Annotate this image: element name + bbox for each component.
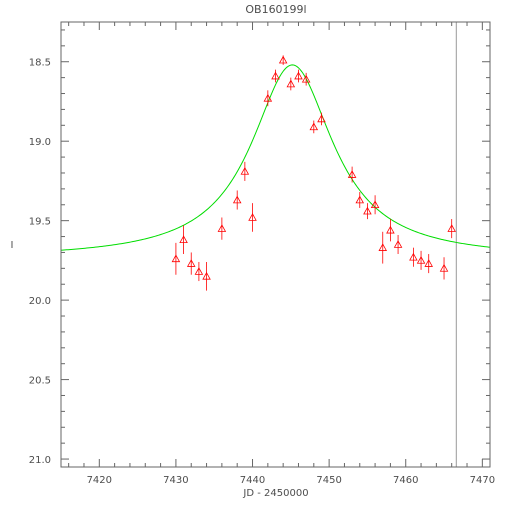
x-axis-title: JD - 2450000 [242,488,308,499]
triangle-marker [186,259,196,267]
data-point [317,112,326,126]
data-point [248,203,257,232]
triangle-marker [386,225,395,234]
triangle-marker [194,267,204,275]
triangle-marker [171,254,181,263]
data-point [378,231,388,264]
triangle-marker [378,243,388,251]
data-point [439,257,449,280]
y-tick-label: 20.0 [29,296,51,307]
triangle-marker [240,166,250,175]
data-point [202,261,211,291]
triangle-marker [347,170,357,178]
x-tick-label: 7470 [470,475,495,486]
data-point [278,55,288,65]
axis-ticks: 7420 7430 7440 7450 7460 7470 18.5 19.0 19.5 20.0… [29,22,495,486]
triangle-marker [278,55,288,64]
data-point [194,261,204,282]
data-point [370,195,380,215]
data-point [409,247,418,267]
data-point [271,69,280,83]
data-point [263,90,273,107]
x-tick-label: 7430 [163,475,188,486]
plot-frame [60,21,491,468]
data-point [363,203,372,220]
triangle-marker [317,114,326,123]
chart-title: OB160199l [245,3,306,16]
data-point [447,219,456,239]
triangle-marker [248,213,257,221]
data-point [301,72,311,86]
data-point [424,254,433,274]
triangle-marker [370,200,380,209]
triangle-marker [217,224,227,232]
triangle-marker [263,93,273,102]
triangle-marker [439,263,449,272]
y-axis-title: I [11,240,14,251]
triangle-marker [424,259,433,267]
triangle-marker [301,74,311,83]
x-tick-label: 7420 [87,475,112,486]
data-point [232,190,242,210]
triangle-marker [309,122,319,131]
x-tick-label: 7440 [240,475,265,486]
data-point [240,161,250,181]
triangle-marker [179,235,188,244]
triangle-marker [355,195,365,204]
x-tick-label: 7450 [316,475,341,486]
y-tick-label: 19.0 [29,137,51,148]
triangle-marker [393,240,403,248]
plot-area [60,22,491,467]
data-point [355,192,365,208]
data-point [294,69,303,83]
triangle-marker [202,271,211,280]
data-point [171,242,181,275]
data-point [393,234,403,255]
y-tick-label: 21.0 [29,455,51,466]
data-point [179,225,188,255]
y-tick-label: 18.5 [29,58,51,69]
data-point [386,219,395,242]
triangle-marker [363,206,372,215]
model-curve [60,64,491,251]
triangle-marker [294,71,303,80]
triangle-marker [416,255,426,264]
triangle-marker [271,71,280,80]
data-point [186,252,196,275]
data-point [286,77,296,91]
triangle-marker [286,79,296,88]
x-tick-label: 7460 [393,475,418,486]
data-point [217,217,227,240]
triangle-marker [232,195,242,204]
data-point [309,120,319,134]
data-point [416,250,426,270]
triangle-marker [447,224,456,232]
y-tick-label: 20.5 [29,376,51,387]
data-point [347,166,357,183]
y-tick-label: 19.5 [29,217,51,228]
triangle-marker [409,252,418,261]
